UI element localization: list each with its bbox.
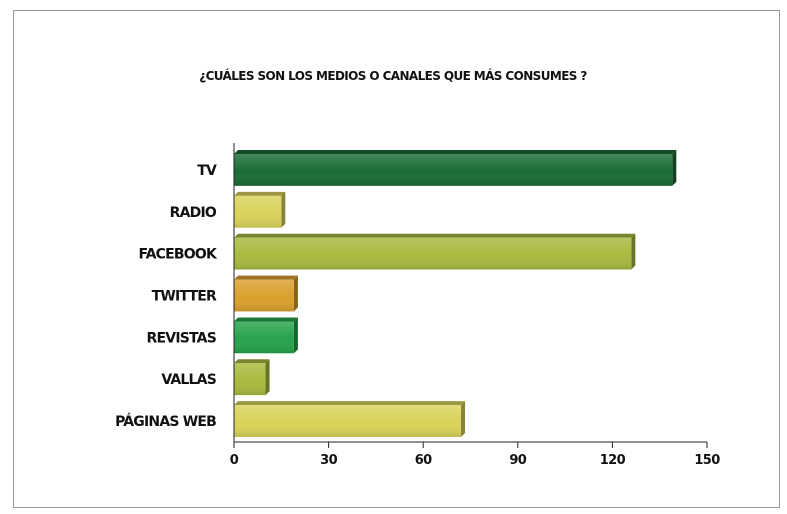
category-label-radio: RADIO bbox=[170, 205, 217, 221]
x-tick-label-90: 90 bbox=[509, 453, 526, 468]
category-label-revistas: REVISTAS bbox=[147, 330, 217, 346]
bar-top-radio bbox=[234, 191, 286, 196]
x-tick-label-60: 60 bbox=[415, 453, 432, 468]
bar-shade-revistas bbox=[234, 321, 294, 354]
x-tick-label-30: 30 bbox=[320, 453, 337, 468]
bar-shade-vallas bbox=[234, 363, 266, 396]
bar-paginas-web bbox=[234, 401, 466, 437]
x-tick-label-120: 120 bbox=[600, 453, 626, 468]
bar-twitter bbox=[234, 275, 298, 312]
category-label-vallas: VALLAS bbox=[161, 372, 216, 388]
x-axis: 0 30 60 90 120 150 bbox=[230, 143, 721, 468]
bar-top-revistas bbox=[234, 317, 298, 322]
chart-title: ¿CUÁLES SON LOS MEDIOS O CANALES QUE MÁS… bbox=[199, 68, 587, 83]
bars-group bbox=[234, 150, 677, 437]
bar-revistas bbox=[234, 317, 298, 354]
bar-facebook bbox=[234, 233, 636, 270]
bar-shade-paginas-web bbox=[234, 405, 462, 437]
category-label-facebook: FACEBOOK bbox=[138, 247, 218, 263]
bar-side-facebook bbox=[631, 233, 636, 270]
bar-top-vallas bbox=[234, 359, 270, 364]
bar-side-tv bbox=[672, 150, 677, 186]
x-tick-label-150: 150 bbox=[694, 453, 720, 468]
category-label-tv: TV bbox=[197, 163, 217, 179]
bar-side-vallas bbox=[265, 359, 270, 396]
category-labels: TV RADIO FACEBOOK TWITTER REVISTAS VALLAS PÁGI… bbox=[115, 163, 219, 430]
x-tick-label-0: 0 bbox=[230, 453, 239, 468]
bar-top-twitter bbox=[234, 275, 298, 280]
bar-vallas bbox=[234, 359, 270, 396]
bar-side-twitter bbox=[293, 275, 298, 312]
bar-shade-facebook bbox=[234, 237, 632, 270]
bar-top-paginas-web bbox=[234, 401, 466, 406]
bar-side-radio bbox=[281, 191, 286, 228]
bar-top-facebook bbox=[234, 233, 636, 238]
category-label-twitter: TWITTER bbox=[152, 289, 217, 305]
bar-shade-radio bbox=[234, 195, 282, 228]
bar-top-tv bbox=[234, 150, 677, 155]
category-label-paginas-web: PÁGINAS WEB bbox=[115, 413, 216, 430]
bar-shade-twitter bbox=[234, 279, 294, 312]
bar-shade-tv bbox=[234, 154, 673, 186]
bar-side-paginas-web bbox=[461, 401, 466, 437]
bar-radio bbox=[234, 191, 286, 228]
bar-tv bbox=[234, 150, 677, 186]
bar-side-revistas bbox=[293, 317, 298, 354]
